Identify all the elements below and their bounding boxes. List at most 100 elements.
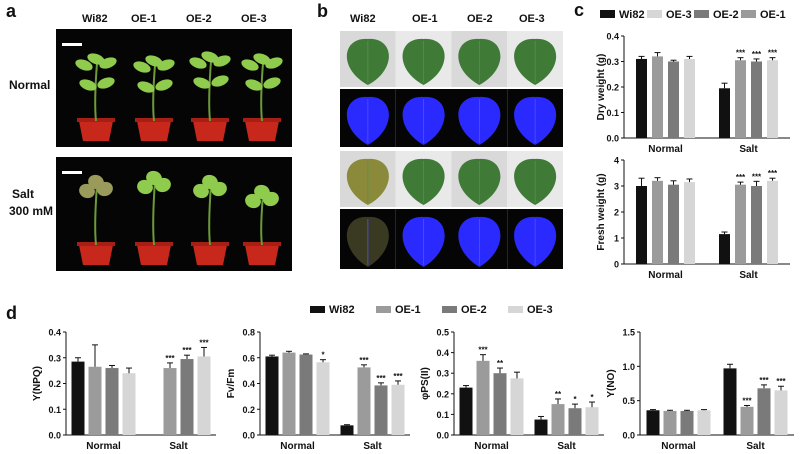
significance-mark: ***: [736, 173, 746, 182]
leaf: [254, 184, 270, 200]
y-tick-label: 0.5: [436, 328, 449, 338]
pot: [137, 121, 171, 141]
genotype-header: OE-1: [412, 13, 438, 25]
legend-swatch: [442, 306, 457, 313]
plant-row-normal: [75, 51, 283, 141]
legend-c: Wi82 OE-3 OE-2 OE-1: [600, 9, 786, 21]
y-tick-label: 0.3: [48, 353, 61, 363]
bar: [652, 180, 663, 264]
significance-mark: ***: [768, 49, 778, 58]
panel-label-c: c: [574, 0, 585, 20]
bar: [568, 408, 582, 435]
y-tick-label: 0.3: [436, 369, 449, 379]
bar: [636, 58, 647, 139]
scale-bar: [62, 171, 82, 174]
bar: [585, 407, 599, 435]
legend-label: OE-3: [666, 9, 692, 21]
y-tick-label: 1.5: [622, 328, 635, 338]
bar: [646, 410, 660, 435]
bar: [719, 234, 730, 264]
y-axis-label: Fresh weight (g): [596, 173, 607, 250]
leaf: [263, 77, 281, 89]
row-label-normal: Normal: [9, 78, 51, 92]
significance-mark: ***: [376, 374, 386, 383]
bar: [476, 360, 490, 435]
legend-swatch: [508, 306, 523, 313]
y-tick-label: 0: [614, 260, 619, 270]
significance-mark: ***: [165, 354, 175, 363]
bar: [551, 404, 565, 435]
legend-label: OE-1: [395, 304, 421, 316]
significance-mark: ***: [752, 172, 762, 181]
pot: [193, 121, 227, 141]
leaf: [202, 174, 218, 190]
leaf: [137, 81, 155, 93]
genotype-header: OE-2: [467, 13, 493, 25]
significance-mark: ***: [478, 346, 488, 355]
leaf: [189, 57, 207, 69]
bar: [534, 419, 548, 435]
y-axis-label: Fv/Fm: [226, 369, 237, 399]
significance-mark: ***: [752, 50, 762, 59]
bar: [735, 184, 746, 264]
bar: [459, 387, 473, 435]
legend-label: Wi82: [329, 304, 355, 316]
bar: [510, 378, 524, 435]
leaf: [79, 183, 95, 199]
bar: [493, 373, 507, 435]
bar: [757, 388, 771, 435]
bar: [668, 184, 679, 264]
y-tick-label: 1: [614, 234, 619, 244]
legend-label: OE-2: [713, 9, 739, 21]
significance-mark: *: [573, 395, 577, 404]
pot: [245, 121, 279, 141]
x-category-label: Salt: [746, 441, 765, 452]
genotype-header: OE-3: [241, 13, 267, 25]
genotype-header: OE-1: [131, 13, 157, 25]
bar: [751, 61, 762, 138]
y-tick-label: 3: [614, 182, 619, 192]
chart-fresh-weight: Fresh weight (g) 0 1 2 3 4 Normal *** *** *** Salt: [596, 156, 790, 281]
leaf: [245, 79, 263, 91]
significance-mark: ***: [199, 338, 209, 347]
leaf: [241, 59, 259, 71]
y-tick-label: 0.4: [242, 379, 255, 389]
genotype-header: Wi82: [82, 13, 108, 25]
significance-mark: ***: [393, 372, 403, 381]
chart-dry-weight: Dry weight (g) 0.0 0.1 0.2 0.3 0.4 Normal *** **…: [596, 32, 790, 155]
significance-mark: ***: [768, 169, 778, 178]
x-category-label: Salt: [739, 144, 758, 155]
legend-swatch: [310, 306, 325, 313]
significance-mark: ***: [736, 49, 746, 58]
genotype-header: OE-2: [186, 13, 212, 25]
stem: [260, 62, 264, 122]
chart-yno: Y(NO) 0.0 0.5 1.0 1.5 Normal *** *** *** Salt: [606, 328, 794, 452]
leaf-image-grid: [340, 31, 563, 269]
y-axis-label: Y(NPQ): [32, 366, 43, 401]
bar: [391, 384, 405, 435]
bar: [636, 186, 647, 264]
y-tick-label: 0.0: [622, 431, 635, 441]
bar: [122, 373, 136, 435]
x-category-label: Salt: [557, 441, 576, 452]
panel-label-b: b: [317, 1, 328, 21]
significance-mark: *: [590, 393, 594, 402]
y-tick-label: 2: [614, 208, 619, 218]
genotype-header: Wi82: [350, 13, 376, 25]
panel-label-d: d: [6, 303, 17, 323]
pot: [137, 245, 171, 265]
leaf: [146, 170, 162, 186]
x-category-label: Normal: [474, 441, 509, 452]
bar: [767, 60, 778, 138]
x-category-label: Salt: [739, 270, 758, 281]
y-tick-label: 0.4: [606, 32, 619, 42]
bar: [88, 366, 102, 435]
y-axis-label: Y(NO): [606, 369, 617, 397]
y-tick-label: 4: [614, 156, 619, 166]
bar: [316, 362, 330, 435]
y-tick-label: 0.5: [622, 396, 635, 406]
scale-bar: [62, 43, 82, 46]
bar: [774, 390, 788, 435]
leaf: [137, 179, 153, 195]
y-tick-label: 0.6: [242, 353, 255, 363]
